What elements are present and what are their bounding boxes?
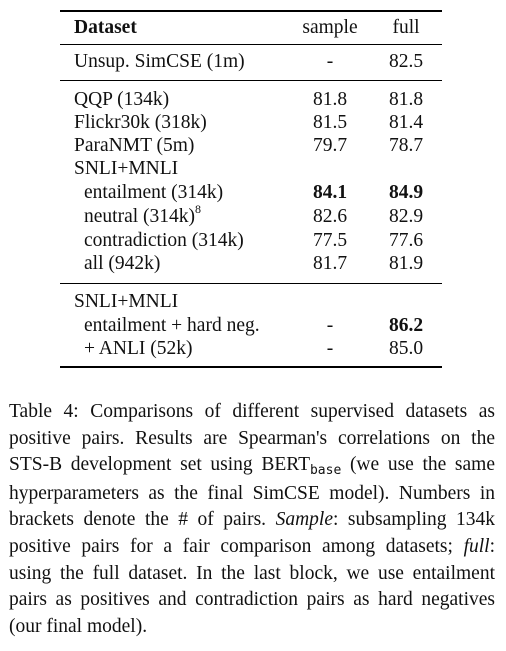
row-sample: - [326,338,334,359]
table-row: Unsup. SimCSE (1m) - 82.5 [60,50,442,74]
header-dataset: Dataset [74,17,137,38]
table-row: contradiction (314k) 77.5 77.6 [60,229,442,253]
row-label: QQP (134k) [74,89,170,110]
caption-subscript: base [309,463,342,479]
row-sample: - [326,51,334,72]
row-label: entailment (314k) [84,182,224,203]
caption-full-word: full [463,535,490,557]
row-full: 82.9 [388,206,424,227]
row-sample: 79.7 [312,135,348,156]
table-header-rule [60,44,442,45]
table-row: neutral (314k)8 82.6 82.9 [60,201,442,229]
row-label: neutral (314k)8 [84,201,202,229]
row-full: 85.0 [388,338,424,359]
row-label: ParaNMT (5m) [74,135,195,156]
row-label: all (942k) [84,253,161,274]
row-sample: 77.5 [312,230,348,251]
row-full: 78.7 [388,135,424,156]
row-full: 77.6 [388,230,424,251]
footnote-marker: 8 [195,201,202,216]
table-row: Flickr30k (318k) 81.5 81.4 [60,111,442,135]
row-label: Unsup. SimCSE (1m) [74,51,245,72]
table-row: entailment (314k) 84.1 84.9 [60,181,442,205]
row-sample: 82.6 [312,206,348,227]
row-full: 81.8 [388,89,424,110]
caption-part-4: : using the full dataset. In the last bl… [9,535,495,637]
row-sample: 81.7 [312,253,348,274]
table-group-label: SNLI+MNLI [60,290,442,314]
row-label: Flickr30k (318k) [74,112,207,133]
row-full-best: 84.9 [388,182,424,203]
caption-part-2: (we use the same hyperparameters as the … [9,454,495,531]
block-rule [60,80,442,81]
block-rule [60,283,442,284]
row-label: SNLI+MNLI [74,158,179,179]
row-full: 81.9 [388,253,424,274]
row-label: contradiction (314k) [84,230,244,251]
row-label-text: neutral (314k) [84,206,196,227]
table-header-row: Dataset sample full [60,16,442,40]
row-sample: 81.8 [312,89,348,110]
row-sample-best: 84.1 [312,182,348,203]
table-row: entailment + hard neg. - 86.2 [60,314,442,338]
table-caption: Table 4: Comparisons of different superv… [9,399,495,640]
header-full: full [392,17,420,38]
row-sample: - [326,315,334,336]
row-label: SNLI+MNLI [74,291,179,312]
row-full-best: 86.2 [388,315,424,336]
table-top-rule [60,10,442,12]
table-row: all (942k) 81.7 81.9 [60,252,442,276]
row-full: 81.4 [388,112,424,133]
caption-part-1: Table 4: Comparisons of different superv… [9,401,495,476]
table-group-label: SNLI+MNLI [60,157,442,181]
caption-sample-word: Sample [275,509,333,531]
header-sample: sample [302,17,358,38]
caption-part-3: : subsampling 134k positive pairs for a … [9,509,495,557]
table-row: QQP (134k) 81.8 81.8 [60,88,442,112]
row-label: entailment + hard neg. [84,315,260,336]
row-label: + ANLI (52k) [84,338,193,359]
table-row: + ANLI (52k) - 85.0 [60,337,442,361]
table-bottom-rule [60,366,442,368]
table-row: ParaNMT (5m) 79.7 78.7 [60,134,442,158]
row-full: 82.5 [388,51,424,72]
row-sample: 81.5 [312,112,348,133]
